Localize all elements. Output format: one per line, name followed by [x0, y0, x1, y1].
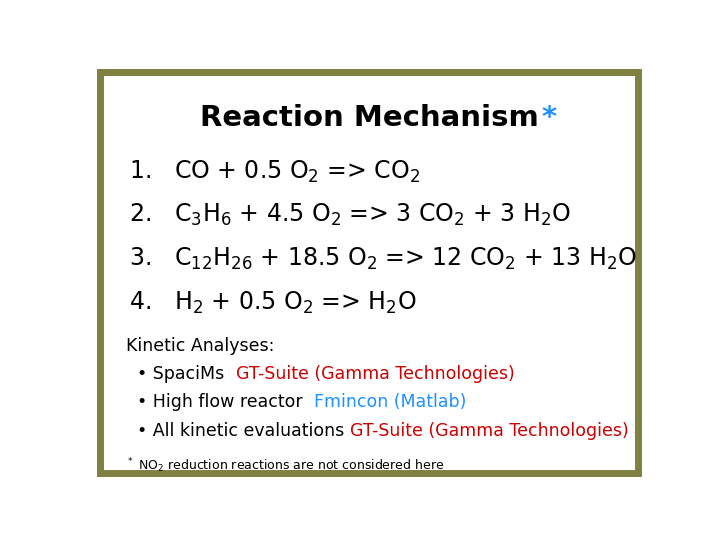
Text: 1.   CO + 0.5 O$_2$ => CO$_2$: 1. CO + 0.5 O$_2$ => CO$_2$: [129, 158, 420, 185]
Text: • All kinetic evaluations: • All kinetic evaluations: [126, 422, 350, 440]
Text: GT-Suite (Gamma Technologies): GT-Suite (Gamma Technologies): [350, 422, 629, 440]
Text: 2.   C$_3$H$_6$ + 4.5 O$_2$ => 3 CO$_2$ + 3 H$_2$O: 2. C$_3$H$_6$ + 4.5 O$_2$ => 3 CO$_2$ + …: [129, 202, 571, 228]
Text: *: *: [541, 104, 557, 132]
Text: $^*$ NO$_2$ reduction reactions are not considered here: $^*$ NO$_2$ reduction reactions are not …: [126, 456, 444, 475]
Text: 3.   C$_{12}$H$_{26}$ + 18.5 O$_2$ => 12 CO$_2$ + 13 H$_2$O: 3. C$_{12}$H$_{26}$ + 18.5 O$_2$ => 12 C…: [129, 246, 637, 272]
Text: • SpaciMs: • SpaciMs: [126, 365, 235, 383]
FancyBboxPatch shape: [100, 72, 638, 473]
Text: Kinetic Analyses:: Kinetic Analyses:: [126, 337, 274, 355]
Text: • High flow reactor: • High flow reactor: [126, 393, 314, 411]
Text: GT-Suite (Gamma Technologies): GT-Suite (Gamma Technologies): [235, 365, 514, 383]
Text: Reaction Mechanism: Reaction Mechanism: [199, 104, 539, 132]
Text: Fmincon (Matlab): Fmincon (Matlab): [314, 393, 467, 411]
Text: 4.   H$_2$ + 0.5 O$_2$ => H$_2$O: 4. H$_2$ + 0.5 O$_2$ => H$_2$O: [129, 289, 417, 315]
